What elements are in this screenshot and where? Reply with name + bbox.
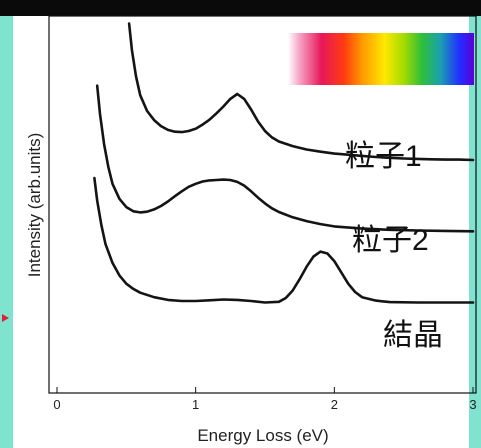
- x-tick-label: 1: [192, 397, 199, 412]
- spectrum-curve-3: [93, 176, 475, 304]
- y-axis-title: Intensity (arb.units): [25, 133, 44, 278]
- top-black-bar: [0, 0, 481, 16]
- x-tick-label: 0: [53, 397, 60, 412]
- spectrum-curves: [93, 22, 475, 304]
- color-spectrum-bar: [288, 33, 474, 85]
- label-particle-2: 粒子2: [352, 224, 429, 257]
- spectrum-curve-2: [95, 84, 475, 233]
- x-axis-ticks: 0 1 2 3: [53, 387, 477, 412]
- spectrum-curve-1: [127, 22, 475, 162]
- x-axis-title: Energy Loss (eV): [197, 426, 328, 445]
- left-teal-frame: [0, 0, 13, 448]
- x-tick-label: 3: [469, 397, 476, 412]
- plot-frame: [48, 15, 477, 394]
- label-crystal: 結晶: [383, 319, 443, 352]
- label-particle-1: 粒子1: [345, 140, 422, 173]
- x-tick-label: 2: [331, 397, 338, 412]
- right-teal-frame: [469, 0, 481, 448]
- red-arrow-marker: [2, 314, 9, 322]
